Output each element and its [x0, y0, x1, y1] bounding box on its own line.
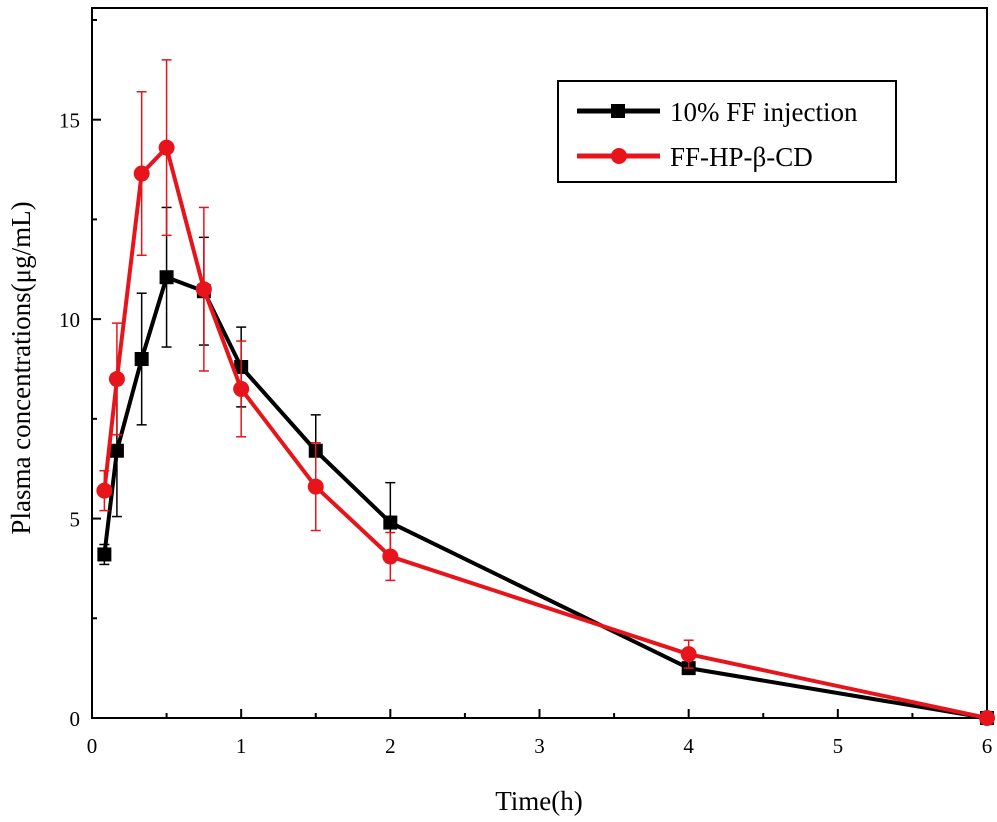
series-line — [102, 145, 988, 720]
x-tick-label: 5 — [833, 734, 844, 758]
series-layer — [96, 59, 995, 726]
x-tick-label: 4 — [683, 734, 694, 758]
data-point-circle — [108, 370, 125, 387]
x-tick-label: 3 — [534, 734, 545, 758]
series-cyclodextrin — [96, 59, 995, 726]
legend-marker-circle — [611, 148, 627, 164]
data-point-square — [383, 515, 398, 530]
x-axis-title: Time(h) — [495, 786, 583, 816]
data-point-circle — [195, 281, 212, 298]
data-point-square — [97, 547, 112, 562]
data-point-circle — [307, 478, 324, 495]
y-tick-label: 5 — [70, 508, 81, 532]
y-tick-label: 0 — [70, 707, 81, 731]
data-point-square — [134, 352, 149, 367]
y-axis: 0 5 10 15 — [59, 18, 101, 731]
x-tick-label: 0 — [87, 734, 98, 758]
x-tick-label: 6 — [982, 734, 993, 758]
legend-label-cyclodextrin: FF-HP-β-CD — [670, 142, 813, 172]
legend-box — [557, 80, 897, 183]
x-axis: 0 1 2 3 4 5 6 — [87, 709, 993, 758]
legend-label-injection: 10% FF injection — [670, 97, 858, 127]
data-point-circle — [158, 139, 175, 156]
data-point-circle — [233, 380, 250, 397]
data-point-circle — [133, 165, 150, 182]
series-line — [102, 275, 988, 720]
y-axis-title: Plasma concentrations(μg/mL) — [6, 201, 36, 534]
data-point-circle — [96, 482, 113, 499]
data-point-circle — [680, 646, 697, 663]
series-injection — [97, 206, 994, 725]
x-tick-label: 1 — [236, 734, 247, 758]
x-tick-label: 2 — [385, 734, 396, 758]
data-point-square — [159, 270, 174, 285]
legend: 10% FF injection FF-HP-β-CD — [557, 80, 897, 183]
data-point-circle — [382, 548, 399, 565]
y-tick-label: 10 — [59, 308, 80, 332]
y-tick-label: 15 — [59, 109, 80, 133]
legend-marker-square — [611, 104, 625, 118]
data-point-circle — [979, 710, 995, 726]
data-point-square — [109, 443, 124, 458]
